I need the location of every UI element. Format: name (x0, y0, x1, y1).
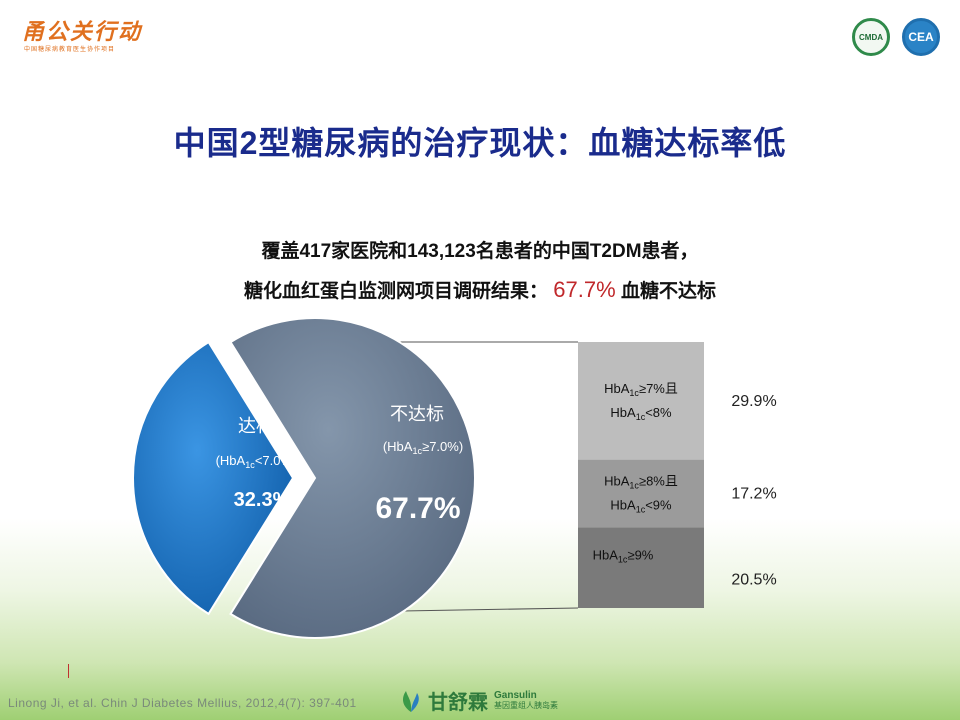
bar-segment-1-value: 29.9% (731, 393, 776, 410)
subtitle-line-2-suffix: 血糖不达标 (620, 281, 716, 302)
brand-english-sub: 基因重组人胰岛素 (494, 700, 558, 710)
bar-segment-1-label-2: HbA1c<8% (610, 405, 672, 422)
cea-logo: CEA (902, 18, 940, 56)
brand-english: Gansulin 基因重组人胰岛素 (494, 689, 558, 711)
slice-value-not-met: 67.7% (375, 492, 460, 525)
breakdown-bar: HbA1c≥7%且 HbA1c<8% 29.9% HbA1c≥8%且 HbA1c<9% 1… (578, 342, 777, 608)
slice-value-met: 32.3% (234, 489, 291, 511)
bar-segment-2-label-1: HbA1c≥8%且 (604, 473, 678, 490)
bar-segment-2-label-2: HbA1c<9% (610, 497, 672, 514)
subtitle-line-2-prefix: 糖化血红蛋白监测网项目调研结果： (244, 281, 549, 302)
slide-marker (68, 664, 69, 678)
bar-segment-3-label-1: HbA1c≥9% (593, 548, 654, 565)
leaf-icon (403, 690, 419, 712)
subtitle-line-1: 覆盖417家医院和143,123名患者的中国T2DM患者， (261, 241, 699, 262)
slice-sublabel-not-met: (HbA1c≥7.0%) (383, 439, 463, 456)
brand-logo: 甘舒霖 Gansulin 基因重组人胰岛素 (398, 686, 558, 715)
brand-english-name: Gansulin (494, 689, 537, 701)
subtitle-line-2: 糖化血红蛋白监测网项目调研结果： 67.7% 血糖不达标 (0, 276, 960, 303)
citation: Linong Ji, et al. Chin J Diabetes Melliu… (8, 696, 357, 710)
pie-slice-met (132, 340, 295, 616)
bar-segment-2 (578, 459, 704, 528)
brand-name: 甘舒霖 (428, 692, 488, 714)
slice-sublabel-met: (HbA1c<7.0%) (216, 453, 297, 470)
subtitle-highlight-value: 67.7% (553, 277, 616, 302)
cmda-logo: CMDA (852, 18, 890, 56)
pie-slice-not-met (229, 317, 476, 639)
slice-label-not-met: 不达标 (390, 404, 444, 424)
bar-segment-1 (578, 342, 704, 460)
slice-label-met: 达标 (238, 416, 274, 436)
bar-segment-2-value: 17.2% (731, 485, 776, 502)
slide-title: 中国2型糖尿病的治疗现状：血糖达标率低 (173, 125, 787, 161)
logo-text: 甬公关行动 (22, 19, 143, 45)
bar-segment-3-value: 20.5% (731, 572, 776, 589)
bar-segment-1-label-1: HbA1c≥7%且 (604, 381, 678, 398)
bar-segment-3 (578, 527, 704, 608)
pie: 达标 (HbA1c<7.0%) 32.3% 不达标 (HbA1c≥7.0%) 67.7% (132, 317, 476, 639)
logo-subtitle: 中国糖尿病教育医生协作项目 (24, 47, 116, 53)
